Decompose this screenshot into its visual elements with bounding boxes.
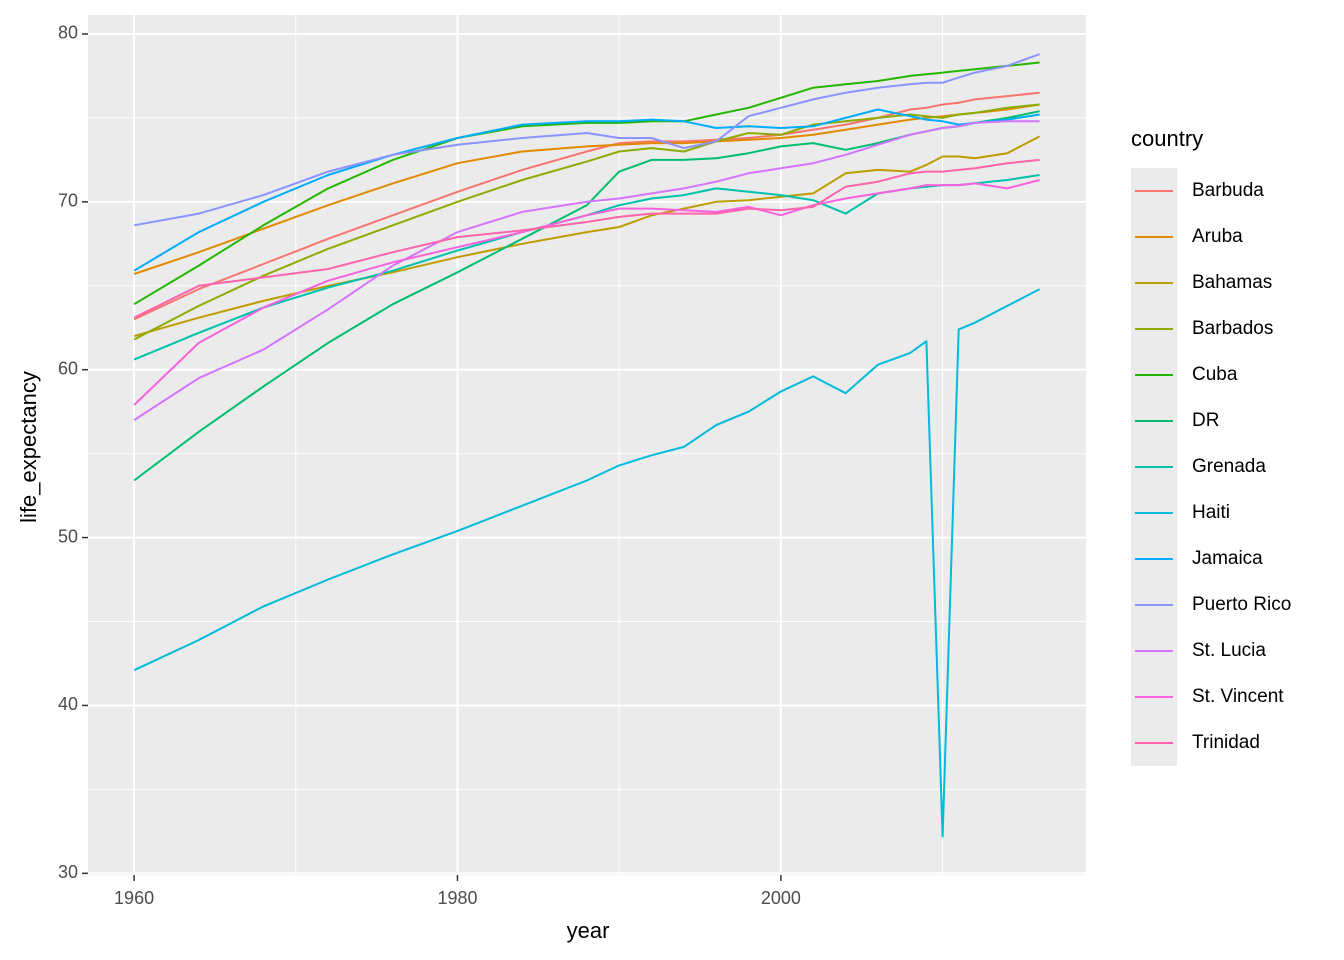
- series-line: [133, 135, 1041, 338]
- y-tick-label: 80: [58, 23, 78, 43]
- y-tick-label: 60: [58, 358, 78, 378]
- y-axis-title: life_expectancy: [16, 371, 41, 523]
- legend-label: St. Vincent: [1192, 686, 1284, 707]
- series-line: [133, 103, 1040, 275]
- legend-label: Aruba: [1192, 226, 1243, 247]
- series-line: [133, 158, 1040, 319]
- legend-label: Haiti: [1192, 502, 1230, 523]
- series-line: [133, 103, 1040, 341]
- legend-label: Cuba: [1192, 364, 1238, 385]
- series-line: [133, 53, 1040, 227]
- x-tick-label: 1980: [437, 888, 477, 908]
- x-tick-label: 2000: [761, 888, 801, 908]
- legend-label: St. Lucia: [1192, 640, 1266, 661]
- legend-label: Trinidad: [1192, 732, 1260, 753]
- series-line: [133, 179, 1040, 406]
- legend-label: Grenada: [1192, 456, 1266, 477]
- series-line: [133, 91, 1040, 321]
- series-line: [133, 61, 1040, 306]
- y-tick-label: 40: [58, 694, 78, 714]
- legend-label: Barbuda: [1192, 180, 1264, 201]
- panel: [88, 15, 1086, 875]
- series-line: [133, 288, 1041, 838]
- legend-label: Jamaica: [1192, 548, 1263, 569]
- y-tick-label: 50: [58, 526, 78, 546]
- y-tick-label: 70: [58, 191, 78, 211]
- legend-label: Puerto Rico: [1192, 594, 1291, 615]
- x-axis-title: year: [567, 918, 610, 943]
- legend-label: DR: [1192, 410, 1219, 431]
- legend-label: Bahamas: [1192, 272, 1272, 293]
- series-line: [133, 120, 1040, 421]
- x-tick-label: 1960: [114, 888, 154, 908]
- legend-label: Barbados: [1192, 318, 1273, 339]
- y-tick-label: 30: [58, 862, 78, 882]
- legend-title: country: [1131, 126, 1203, 151]
